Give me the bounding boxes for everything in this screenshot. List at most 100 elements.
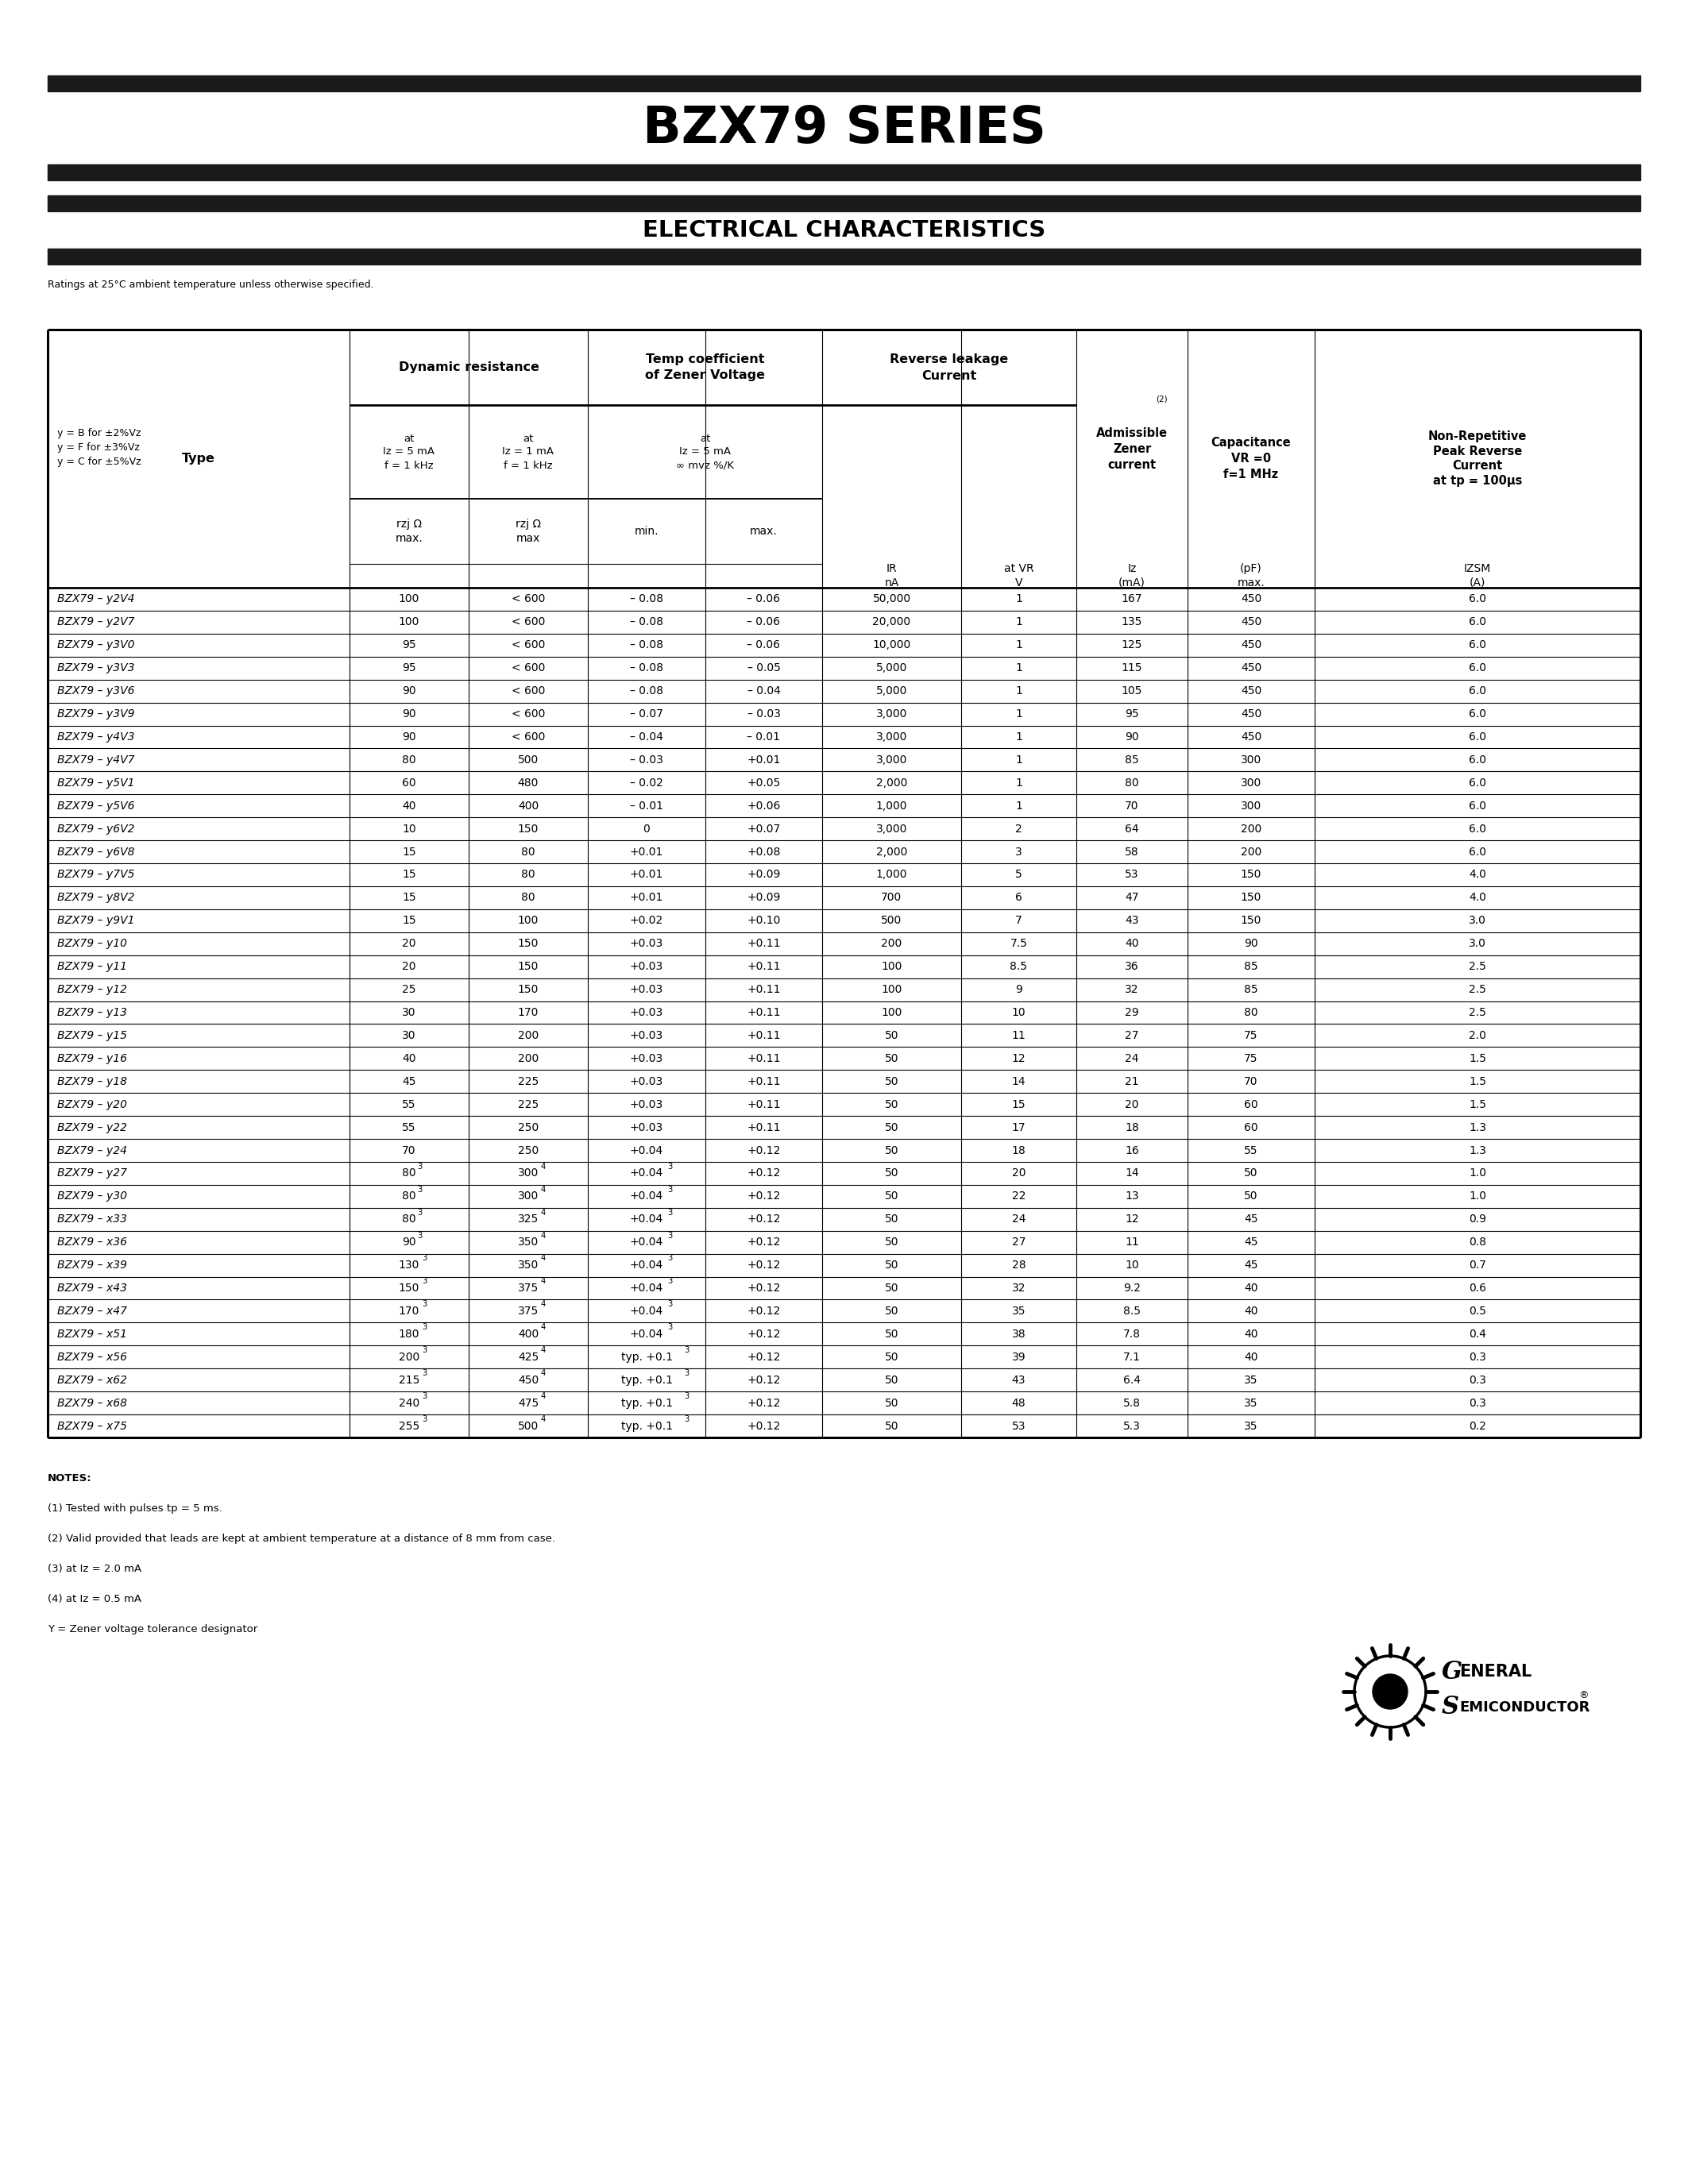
Text: +0.12: +0.12 xyxy=(746,1236,780,1247)
Text: 9.2: 9.2 xyxy=(1123,1282,1141,1293)
Text: 375: 375 xyxy=(518,1306,538,1317)
Text: 3: 3 xyxy=(685,1391,689,1400)
Text: 90: 90 xyxy=(402,708,415,719)
Text: 700: 700 xyxy=(881,893,901,904)
Text: S: S xyxy=(1442,1695,1458,1719)
Text: BZX79 – x75: BZX79 – x75 xyxy=(57,1420,127,1431)
Text: +0.03: +0.03 xyxy=(630,1077,663,1088)
Text: 60: 60 xyxy=(402,778,415,788)
Text: 480: 480 xyxy=(518,778,538,788)
Text: 8.5: 8.5 xyxy=(1009,961,1028,972)
Text: – 0.03: – 0.03 xyxy=(630,753,663,767)
Text: – 0.06: – 0.06 xyxy=(748,616,780,627)
Text: 1.3: 1.3 xyxy=(1469,1123,1485,1133)
Text: < 600: < 600 xyxy=(511,616,545,627)
Text: BZX79 – y2V7: BZX79 – y2V7 xyxy=(57,616,135,627)
Text: +0.04: +0.04 xyxy=(630,1190,663,1201)
Text: +0.03: +0.03 xyxy=(630,1007,663,1018)
Text: 50: 50 xyxy=(885,1420,898,1431)
Text: 115: 115 xyxy=(1121,662,1143,673)
Text: 15: 15 xyxy=(402,869,415,880)
Text: – 0.08: – 0.08 xyxy=(630,616,663,627)
Text: 5.3: 5.3 xyxy=(1123,1420,1141,1431)
Text: 1: 1 xyxy=(1014,778,1023,788)
Text: +0.05: +0.05 xyxy=(748,778,780,788)
Text: 6.0: 6.0 xyxy=(1469,823,1485,834)
Text: 7.1: 7.1 xyxy=(1123,1352,1141,1363)
Text: 40: 40 xyxy=(402,1053,415,1064)
Text: 50: 50 xyxy=(885,1260,898,1271)
Text: at
Iz = 5 mA
f = 1 kHz: at Iz = 5 mA f = 1 kHz xyxy=(383,432,436,470)
Text: Iz
(mA): Iz (mA) xyxy=(1119,563,1146,587)
Text: 95: 95 xyxy=(1124,708,1139,719)
Text: 4: 4 xyxy=(540,1391,545,1400)
Text: 50: 50 xyxy=(885,1282,898,1293)
Text: 45: 45 xyxy=(1244,1236,1258,1247)
Text: 24: 24 xyxy=(1011,1214,1026,1225)
Text: 3: 3 xyxy=(1014,845,1023,858)
Text: at
Iz = 5 mA
∞ mvz %/K: at Iz = 5 mA ∞ mvz %/K xyxy=(675,432,734,470)
Text: 6.0: 6.0 xyxy=(1469,799,1485,812)
Text: 3: 3 xyxy=(422,1299,427,1308)
Text: 0.6: 0.6 xyxy=(1469,1282,1485,1293)
Text: 170: 170 xyxy=(518,1007,538,1018)
Text: 55: 55 xyxy=(402,1099,415,1109)
Text: – 0.08: – 0.08 xyxy=(630,640,663,651)
Text: 35: 35 xyxy=(1244,1374,1258,1385)
Text: 50: 50 xyxy=(885,1168,898,1179)
Text: 9: 9 xyxy=(1014,985,1023,996)
Text: 3: 3 xyxy=(422,1391,427,1400)
Text: 450: 450 xyxy=(1241,594,1261,605)
Text: NOTES:: NOTES: xyxy=(47,1474,91,1483)
Text: G: G xyxy=(1442,1660,1462,1684)
Text: 32: 32 xyxy=(1124,985,1139,996)
Text: – 0.06: – 0.06 xyxy=(748,640,780,651)
Text: 48: 48 xyxy=(1011,1398,1026,1409)
Text: BZX79 – y4V3: BZX79 – y4V3 xyxy=(57,732,135,743)
Text: 75: 75 xyxy=(1244,1053,1258,1064)
Text: 135: 135 xyxy=(1121,616,1143,627)
Text: 3.0: 3.0 xyxy=(1469,939,1485,950)
Text: 43: 43 xyxy=(1011,1374,1026,1385)
Text: +0.11: +0.11 xyxy=(746,1123,780,1133)
Text: 6.0: 6.0 xyxy=(1469,845,1485,858)
Text: 85: 85 xyxy=(1244,961,1258,972)
Text: 1.5: 1.5 xyxy=(1469,1099,1485,1109)
Text: 10: 10 xyxy=(402,823,415,834)
Text: BZX79 – y10: BZX79 – y10 xyxy=(57,939,127,950)
Text: 3: 3 xyxy=(668,1232,672,1238)
Text: BZX79 – y20: BZX79 – y20 xyxy=(57,1099,127,1109)
Text: Non-Repetitive
Peak Reverse
Current
at tp = 100μs: Non-Repetitive Peak Reverse Current at t… xyxy=(1428,430,1528,487)
Text: BZX79 – y13: BZX79 – y13 xyxy=(57,1007,127,1018)
Text: 3: 3 xyxy=(417,1208,422,1216)
Text: BZX79 – x39: BZX79 – x39 xyxy=(57,1260,127,1271)
Text: 4: 4 xyxy=(540,1369,545,1378)
Text: 50: 50 xyxy=(885,1031,898,1042)
Text: 1: 1 xyxy=(1014,708,1023,719)
Text: 15: 15 xyxy=(402,845,415,858)
Text: 0.5: 0.5 xyxy=(1469,1306,1485,1317)
Text: 3: 3 xyxy=(417,1232,422,1238)
Text: 0.2: 0.2 xyxy=(1469,1420,1485,1431)
Text: 6.0: 6.0 xyxy=(1469,708,1485,719)
Text: 6.0: 6.0 xyxy=(1469,778,1485,788)
Text: – 0.04: – 0.04 xyxy=(748,686,780,697)
Text: +0.01: +0.01 xyxy=(746,753,780,767)
Text: 150: 150 xyxy=(518,939,538,950)
Text: 255: 255 xyxy=(398,1420,420,1431)
Text: (pF)
max.: (pF) max. xyxy=(1237,563,1264,587)
Text: 3: 3 xyxy=(668,1299,672,1308)
Text: +0.02: +0.02 xyxy=(630,915,663,926)
Text: +0.03: +0.03 xyxy=(630,1053,663,1064)
Text: – 0.08: – 0.08 xyxy=(630,662,663,673)
Text: 0.3: 0.3 xyxy=(1469,1352,1485,1363)
Text: 6.0: 6.0 xyxy=(1469,662,1485,673)
Text: BZX79 – y3V0: BZX79 – y3V0 xyxy=(57,640,135,651)
Text: 0.3: 0.3 xyxy=(1469,1398,1485,1409)
Text: +0.04: +0.04 xyxy=(630,1236,663,1247)
Text: 100: 100 xyxy=(398,616,420,627)
Text: 250: 250 xyxy=(518,1123,538,1133)
Text: 4.0: 4.0 xyxy=(1469,893,1485,904)
Text: 80: 80 xyxy=(522,869,535,880)
Text: 150: 150 xyxy=(1241,915,1261,926)
